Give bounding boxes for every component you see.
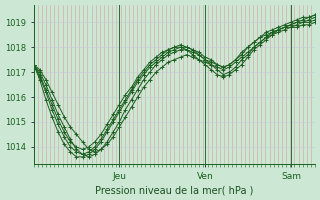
X-axis label: Pression niveau de la mer( hPa ): Pression niveau de la mer( hPa )	[95, 185, 253, 195]
